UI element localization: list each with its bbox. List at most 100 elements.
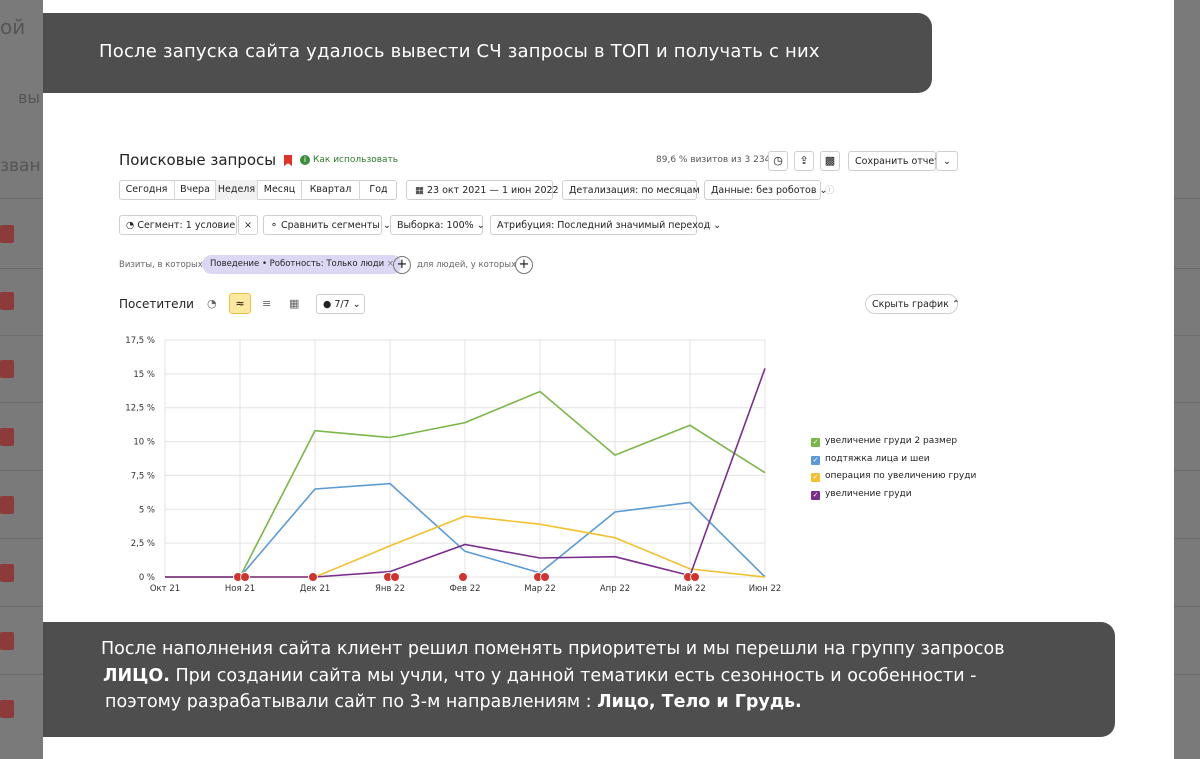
bookmark-icon[interactable] [284, 155, 292, 166]
x-tick-label: Май 22 [674, 584, 706, 594]
period-4[interactable]: Квартал [302, 180, 360, 200]
legend-label: увеличение груди 2 размер [825, 436, 958, 446]
bg-tag [0, 428, 14, 446]
close-icon[interactable]: × [238, 215, 258, 235]
bg-tag [0, 496, 14, 514]
bg-tag [0, 225, 14, 243]
period-2[interactable]: Неделя [216, 180, 258, 200]
data-filter-label: Данные: без роботов [711, 185, 817, 196]
area-chart-icon[interactable]: ≡ [262, 297, 272, 310]
visits-info: 89,6 % визитов из 3 234 [656, 155, 771, 165]
legend-label: увеличение груди [825, 488, 912, 499]
bottom-banner-line3-rest: поэтому разрабатывали сайт по 3-м направ… [105, 692, 598, 712]
top-banner-text: После запуска сайта удалось вывести СЧ з… [99, 41, 820, 62]
data-filter-dropdown[interactable]: Данные: без роботов ⌄ [704, 180, 827, 200]
event-marker [308, 572, 318, 582]
checkbox-icon[interactable]: ✓ [811, 438, 820, 447]
y-tick-label: 12,5 % [125, 404, 155, 414]
period-selector [119, 180, 397, 200]
filter-chip-label: Поведение • Роботность: Только люди [210, 259, 385, 269]
clock-icon[interactable]: ◷ [768, 151, 788, 171]
series-line-1 [165, 482, 766, 578]
share-icon[interactable]: ▩ [820, 151, 840, 171]
bg-text: вы [18, 88, 41, 107]
hide-chart-button[interactable]: Скрыть график ⌃ [865, 294, 960, 314]
x-tick-label: Июн 22 [749, 584, 782, 594]
period-0[interactable]: Сегодня [119, 180, 175, 200]
x-tick-label: Мар 22 [524, 584, 555, 594]
help-icon[interactable]: ⓘ [702, 222, 712, 232]
top-banner: После запуска сайта удалось вывести СЧ з… [43, 13, 932, 93]
legend-label: операция по увеличению груди [825, 471, 977, 481]
y-tick-label: 15 % [133, 370, 155, 380]
bg-tag [0, 632, 14, 650]
segment-dropdown[interactable]: ◔ Сегмент: 1 условие ⌄ [119, 215, 246, 235]
visitors-label: Посетители [119, 297, 194, 311]
bottom-banner-line2-rest: При создании сайта мы учли, что у данной… [169, 666, 977, 686]
bottom-banner: После наполнения сайта клиент решил поме… [43, 622, 1115, 737]
line-chart-icon[interactable]: ≈ [229, 293, 251, 314]
bg-tag [0, 292, 14, 310]
sample-dropdown[interactable]: Выборка: 100% ⌄ [390, 215, 485, 235]
legend-label: подтяжка лица и шеи [825, 453, 930, 464]
x-tick-label: Янв 22 [375, 584, 405, 594]
segment-label: Сегмент: 1 условие [137, 220, 236, 231]
calendar-icon: ▦ [415, 185, 424, 196]
x-tick-label: Ноя 21 [225, 584, 255, 594]
series-count-label: 7/7 [334, 299, 350, 310]
series-line-3 [165, 368, 766, 578]
event-marker [540, 572, 550, 582]
bar-chart-icon[interactable]: ▦ [289, 297, 300, 310]
detail-label: Детализация: по месяцам [569, 185, 700, 196]
y-tick-label: 0 % [139, 573, 155, 583]
attribution-dropdown[interactable]: Атрибуция: Последний значимый переход ⌄ [490, 215, 721, 235]
bottom-banner-bold1: ЛИЦО. [103, 666, 170, 686]
add-filter-button[interactable]: + [393, 256, 411, 274]
export-icon[interactable]: ⇪ [794, 151, 814, 171]
add-people-filter-button[interactable]: + [515, 256, 533, 274]
checkbox-icon[interactable]: ✓ [811, 490, 820, 500]
chevron-down-icon[interactable]: ⌄ [936, 151, 958, 171]
x-tick-label: Дек 21 [300, 584, 331, 594]
detail-dropdown[interactable]: Детализация: по месяцам ⌄ [562, 180, 711, 200]
how-to-link[interactable]: Как использовать [313, 155, 399, 165]
legend-item[interactable]: ✓ операция по увеличению груди [811, 471, 976, 483]
pie-chart-icon[interactable]: ◔ [207, 297, 217, 310]
legend-item[interactable]: ✓ увеличение груди 2 размер [811, 436, 957, 448]
save-report-button[interactable]: Сохранить отчет [848, 151, 940, 171]
checkbox-icon[interactable]: ✓ [811, 455, 820, 465]
event-marker [240, 572, 250, 582]
event-marker [390, 572, 400, 582]
report-title: Поисковые запросы [119, 151, 277, 169]
series-count-dropdown[interactable]: ● 7/7 ⌄ [316, 294, 365, 314]
series-line-0 [165, 390, 766, 578]
bottom-banner-bold2: Лицо, Тело и Грудь. [597, 692, 802, 712]
bottom-banner-line2: ЛИЦО. При создании сайта мы учли, что у … [103, 666, 976, 686]
bg-text: ой [0, 15, 26, 39]
x-tick-label: Окт 21 [150, 584, 180, 594]
event-marker [690, 572, 700, 582]
event-marker [458, 572, 468, 582]
bg-tag [0, 360, 14, 378]
legend-item[interactable]: ✓ увеличение груди [811, 489, 912, 501]
y-tick-label: 10 % [133, 438, 155, 448]
close-icon[interactable]: × [386, 259, 395, 269]
checkbox-icon[interactable]: ✓ [811, 473, 820, 482]
compare-label: Сравнить сегменты [280, 220, 380, 231]
help-icon[interactable]: ⓘ [825, 186, 835, 196]
period-1[interactable]: Вчера [175, 180, 216, 200]
y-tick-label: 17,5 % [125, 336, 155, 346]
bottom-banner-line1: После наполнения сайта клиент решил поме… [101, 639, 1005, 659]
hide-chart-label: Скрыть график [872, 299, 949, 310]
legend-item[interactable]: ✓ подтяжка лица и шеи [811, 454, 930, 466]
period-3[interactable]: Месяц [258, 180, 302, 200]
filter-chip[interactable]: Поведение • Роботность: Только люди × [202, 255, 403, 274]
compare-segments-dropdown[interactable]: ⚬ Сравнить сегменты ⌄ [263, 215, 391, 235]
attribution-label: Атрибуция: Последний значимый переход [497, 220, 711, 231]
date-range-button[interactable]: ▦ 23 окт 2021 — 1 июн 2022 [406, 180, 559, 200]
date-range-label: 23 окт 2021 — 1 июн 2022 [427, 185, 559, 196]
for-people-label: для людей, у которых [417, 260, 517, 270]
y-tick-label: 7,5 % [131, 471, 155, 481]
line-chart: 0 % 2,5 % 5 % 7,5 % 10 % 12,5 % 15 % 17,5 % Окт … [125, 336, 782, 594]
period-5[interactable]: Год [369, 184, 388, 195]
